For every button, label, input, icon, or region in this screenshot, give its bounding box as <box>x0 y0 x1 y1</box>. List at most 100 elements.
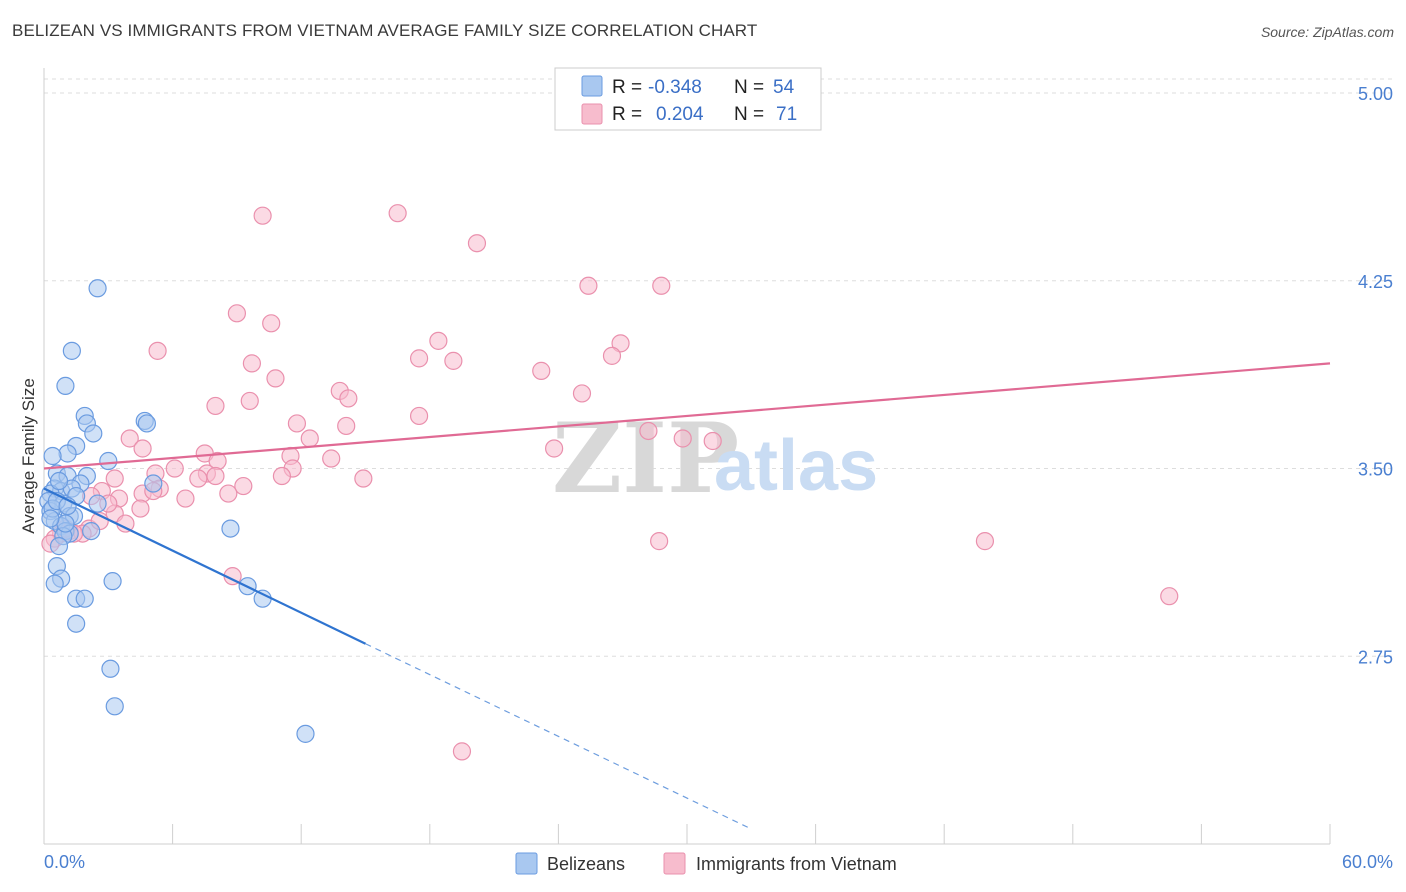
x-tick-label-max: 60.0% <box>1342 852 1393 872</box>
belizean-point <box>88 494 107 513</box>
vietnam-point <box>300 429 319 448</box>
vietnam-point <box>148 341 167 360</box>
vietnam-point <box>467 234 487 253</box>
series-legend: Belizeans Immigrants from Vietnam <box>515 852 897 875</box>
vietnam-point <box>227 304 246 323</box>
belizeans-trend-extension <box>365 643 752 830</box>
vietnam-point <box>602 346 622 365</box>
belizean-point <box>105 697 124 716</box>
belizean-point <box>49 537 69 556</box>
legend-n-label-2: N = <box>734 104 764 125</box>
bottom-legend-vietnam: Immigrants from Vietnam <box>696 854 897 874</box>
y-tick-label: 2.75 <box>1358 647 1393 667</box>
y-tick-label: 3.50 <box>1358 460 1393 480</box>
watermark: ZIP atlas <box>552 402 878 515</box>
legend-n-label-1: N = <box>734 77 764 98</box>
vietnam-point <box>266 369 285 388</box>
vietnam-point <box>262 314 281 333</box>
chart-title: BELIZEAN VS IMMIGRANTS FROM VIETNAM AVER… <box>12 21 758 40</box>
correlation-legend: R = -0.348 N = 54 R = 0.204 N = 71 <box>554 67 822 131</box>
chart-source: Source: ZipAtlas.com <box>1260 24 1394 40</box>
belizean-point <box>82 521 101 541</box>
belizean-point <box>253 589 272 608</box>
legend-n-value-2: 71 <box>776 104 797 125</box>
bottom-legend-swatch-vietnam <box>663 852 686 875</box>
legend-swatch-belizeans <box>581 75 603 97</box>
belizean-point <box>67 614 86 633</box>
vietnam-point <box>652 276 671 295</box>
bottom-legend-belizeans: Belizeans <box>547 854 625 874</box>
vietnam-point <box>272 466 292 486</box>
belizean-point <box>101 659 120 678</box>
vietnam-point <box>287 414 307 433</box>
vietnam-point <box>206 466 225 486</box>
vietnam-point <box>650 532 669 551</box>
vietnam-point <box>253 206 272 225</box>
vietnam-point <box>240 391 259 411</box>
belizean-point <box>56 514 75 533</box>
belizean-point <box>62 341 81 360</box>
y-tick-label: 5.00 <box>1358 84 1393 104</box>
belizean-point <box>221 519 240 538</box>
belizean-point <box>58 444 77 463</box>
vietnam-point <box>409 406 429 426</box>
vietnam-point <box>242 354 262 373</box>
bottom-legend-swatch-belizeans <box>515 852 538 875</box>
watermark-zip: ZIP <box>552 402 739 515</box>
legend-swatch-vietnam <box>581 103 603 125</box>
belizean-point <box>103 572 122 591</box>
belizean-point <box>144 474 163 493</box>
belizean-point <box>84 424 103 443</box>
vietnam-point <box>452 742 472 761</box>
belizean-point <box>49 471 69 491</box>
vietnam-point <box>703 431 722 451</box>
y-tick-labels: 2.75 3.50 4.25 5.00 <box>1358 84 1393 667</box>
vietnam-point <box>120 429 139 448</box>
vietnam-point <box>409 349 429 368</box>
belizean-point <box>41 509 60 528</box>
legend-r-label-1: R = <box>612 77 642 98</box>
belizean-point <box>88 279 107 298</box>
vietnam-point <box>131 499 150 518</box>
belizean-point <box>75 589 94 608</box>
belizean-point <box>45 574 64 593</box>
vietnam-point <box>611 334 630 353</box>
vietnam-point <box>579 276 598 295</box>
vietnam-point <box>532 361 551 380</box>
vietnam-point <box>388 204 407 223</box>
vietnam-point <box>189 469 208 488</box>
vietnam-point <box>572 384 592 403</box>
vietnam-point <box>322 449 341 468</box>
vietnam-point <box>1160 587 1179 606</box>
legend-r-value-2: 0.204 <box>656 104 704 125</box>
trend-lines <box>43 362 1331 830</box>
x-tick-label-min: 0.0% <box>44 852 85 872</box>
x-ticks <box>43 824 1331 844</box>
vietnam-point <box>133 439 152 458</box>
series-belizeans-points <box>39 279 315 743</box>
vietnam-point <box>234 476 253 496</box>
vietnam-point <box>339 389 358 408</box>
legend-r-label-2: R = <box>612 104 642 125</box>
legend-r-value-1: -0.348 <box>648 77 702 98</box>
vietnam-point <box>975 532 995 551</box>
belizean-point <box>99 451 118 471</box>
vietnam-point <box>206 396 225 416</box>
vietnam-trend-line <box>43 362 1331 470</box>
belizean-point <box>43 446 62 466</box>
vietnam-point <box>673 429 692 448</box>
y-axis-label: Average Family Size <box>19 378 38 534</box>
y-tick-label: 4.25 <box>1358 272 1393 292</box>
vietnam-point <box>429 331 448 350</box>
vietnam-point <box>176 489 195 508</box>
vietnam-point <box>337 416 356 436</box>
legend-n-value-1: 54 <box>773 77 795 98</box>
belizean-point <box>296 724 315 743</box>
vietnam-point <box>105 469 124 488</box>
belizeans-trend-line <box>43 487 366 645</box>
belizean-point <box>137 414 156 433</box>
vietnam-point <box>165 459 184 478</box>
vietnam-point <box>219 484 238 503</box>
vietnam-point <box>444 351 463 370</box>
